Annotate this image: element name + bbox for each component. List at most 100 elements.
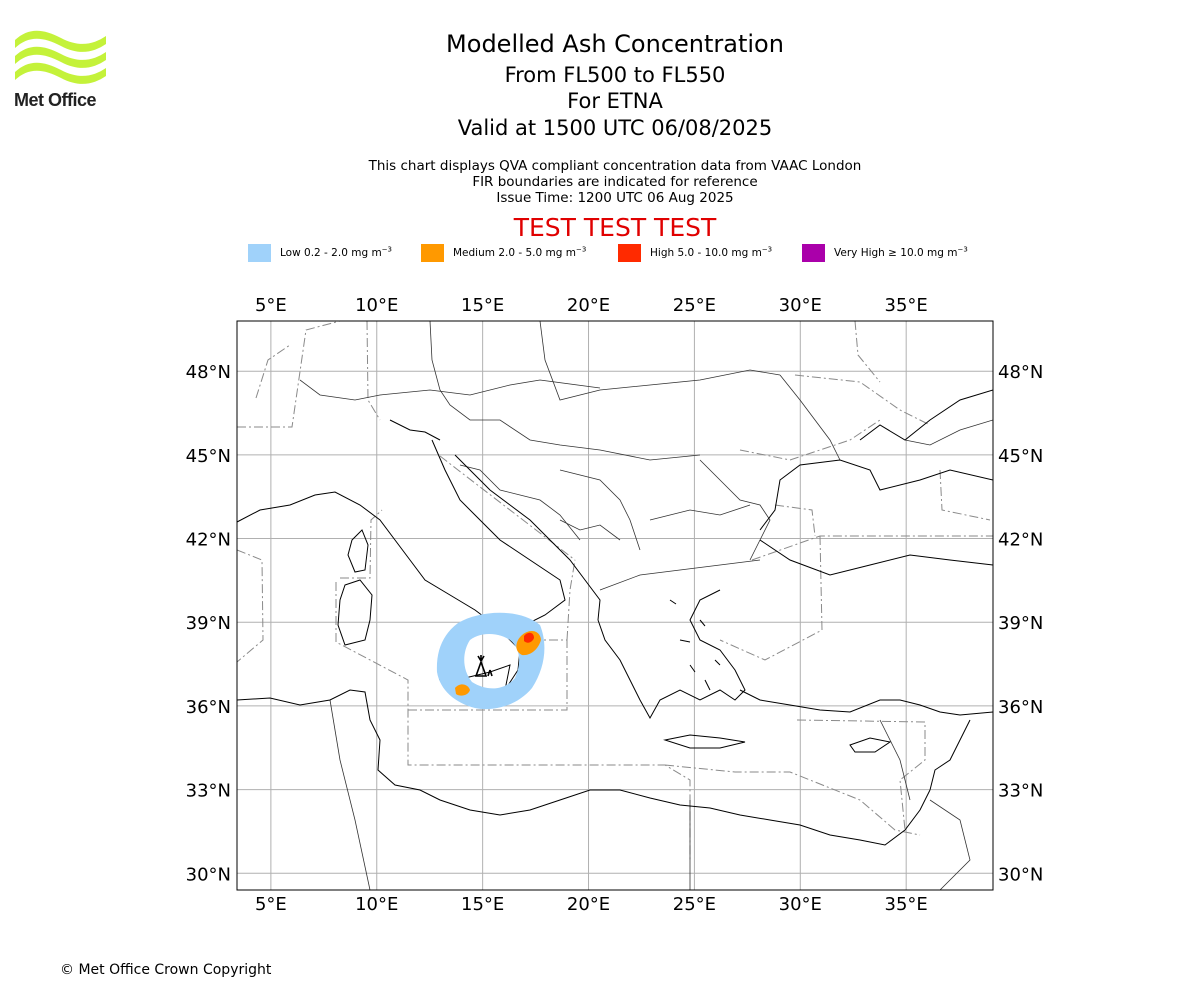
- ash-area-high: [524, 632, 534, 643]
- country-border: [929, 799, 971, 890]
- lon-tick-label-top: 5°E: [255, 295, 287, 316]
- lat-tick-label-left: 39°N: [186, 613, 231, 634]
- lat-tick-label-left: 48°N: [186, 362, 231, 383]
- country-border: [904, 419, 993, 446]
- fir-boundary: [774, 504, 816, 537]
- chart-title: Modelled Ash Concentration: [446, 30, 784, 58]
- legend-swatch-low: [248, 244, 271, 262]
- lon-tick-label-bottom: 15°E: [461, 894, 504, 915]
- country-border: [649, 504, 751, 521]
- ash-area-medium: [516, 631, 541, 656]
- flight-level-range: From FL500 to FL550: [504, 63, 726, 87]
- lat-tick-label-left: 42°N: [186, 530, 231, 551]
- country-borders: [299, 321, 993, 890]
- fir-boundary: [237, 321, 341, 428]
- lon-tick-label-bottom: 35°E: [885, 894, 928, 915]
- lat-tick-label-right: 33°N: [998, 781, 1043, 802]
- country-border: [459, 464, 581, 541]
- lat-tick-label-left: 45°N: [186, 446, 231, 467]
- legend-swatch-medium: [421, 244, 444, 262]
- map-frame: [236, 320, 994, 891]
- coastline-turkey-north: [759, 539, 993, 576]
- country-border: [539, 321, 781, 401]
- country-border: [559, 469, 641, 551]
- ash-cloud: [436, 612, 545, 710]
- legend-label-low: Low 0.2 - 2.0 mg m: [280, 247, 382, 259]
- coastline-turkey-south: [739, 689, 993, 716]
- coastline-crete: [663, 734, 746, 749]
- legend-exponent: −3: [761, 245, 773, 254]
- lon-tick-label-top: 20°E: [567, 295, 610, 316]
- legend-exponent: −3: [381, 245, 393, 254]
- map-background: [237, 321, 993, 890]
- copyright: © Met Office Crown Copyright: [60, 962, 272, 978]
- lat-tick-label-right: 42°N: [998, 530, 1043, 551]
- coastline-italy-east: [431, 439, 566, 641]
- coastline-levant: [929, 719, 971, 791]
- legend-swatch-high: [618, 244, 641, 262]
- lat-tick-label-right: 39°N: [998, 613, 1043, 634]
- lon-tick-label-bottom: 25°E: [673, 894, 716, 915]
- coastline-adriatic-east: [454, 454, 601, 621]
- issue-time: Issue Time: 1200 UTC 06 Aug 2025: [496, 190, 734, 206]
- fir-boundary: [739, 419, 881, 461]
- country-border: [429, 321, 701, 461]
- fir-boundary: [439, 455, 576, 561]
- fir-boundary: [237, 549, 264, 663]
- lon-tick-label-top: 30°E: [779, 295, 822, 316]
- fir-boundary: [255, 344, 291, 399]
- lat-tick-label-left: 30°N: [186, 864, 231, 885]
- coastline-black-sea: [759, 459, 993, 531]
- fir-boundary: [566, 559, 576, 641]
- lon-tick-label-bottom: 20°E: [567, 894, 610, 915]
- lon-tick-label-top: 35°E: [885, 295, 928, 316]
- fir-boundary: [751, 535, 993, 561]
- coastline-corsica: [347, 529, 369, 573]
- ash-area-medium: [455, 684, 470, 696]
- coastline-aegean-islands: [669, 599, 721, 691]
- fir-boundary: [854, 321, 881, 383]
- coastline-northern-adriatic: [389, 419, 441, 441]
- coastline-sardinia: [337, 579, 373, 646]
- lat-tick-label-right: 30°N: [998, 864, 1043, 885]
- volcano-name: For ETNA: [567, 89, 663, 113]
- legend-label-high: High 5.0 - 10.0 mg m: [650, 247, 762, 259]
- lon-tick-label-bottom: 10°E: [355, 894, 398, 915]
- legend-exponent: −3: [575, 245, 587, 254]
- fir-boundary: [335, 582, 691, 860]
- coastline-cyprus: [849, 737, 892, 753]
- lat-tick-label-right: 45°N: [998, 446, 1043, 467]
- legend-exponent: −3: [957, 245, 968, 254]
- fir-boundary: [939, 469, 991, 521]
- lon-tick-label-bottom: 30°E: [779, 894, 822, 915]
- lat-tick-label-left: 36°N: [186, 697, 231, 718]
- coastline-north-africa: [237, 689, 931, 846]
- coastline-black-sea-north: [859, 389, 993, 441]
- country-border: [779, 374, 841, 461]
- fir-boundary: [340, 509, 383, 579]
- country-border: [559, 519, 621, 541]
- legend-swatch-very-high: [802, 244, 825, 262]
- country-border: [299, 379, 601, 401]
- lat-tick-label-right: 48°N: [998, 362, 1043, 383]
- valid-time: Valid at 1500 UTC 06/08/2025: [457, 116, 773, 140]
- lon-tick-label-bottom: 5°E: [255, 894, 287, 915]
- fir-boundary: [664, 764, 921, 836]
- legend-label-very-high: Very High ≥ 10.0 mg m: [834, 247, 958, 259]
- graticule-labels: 5°E 5°E 10°E 10°E 15°E 15°E 20°E 20°E 25°E 25°E 30…: [186, 295, 1044, 915]
- fir-boundaries: [237, 321, 993, 860]
- country-border: [599, 559, 761, 591]
- legend-label-medium: Medium 2.0 - 5.0 mg m: [453, 247, 576, 259]
- logo-text: Met Office: [14, 90, 97, 110]
- met-office-logo: Met Office: [14, 30, 108, 112]
- qva-note: This chart displays QVA compliant concen…: [368, 158, 862, 174]
- fir-boundary: [719, 535, 823, 661]
- fir-boundary: [794, 374, 931, 426]
- volcano-marker-icon: [474, 655, 493, 677]
- coastline-greece: [597, 589, 746, 720]
- lat-tick-label-left: 33°N: [186, 781, 231, 802]
- country-border: [329, 699, 371, 890]
- met-office-waves-icon: [15, 30, 106, 84]
- fir-boundary: [796, 719, 926, 831]
